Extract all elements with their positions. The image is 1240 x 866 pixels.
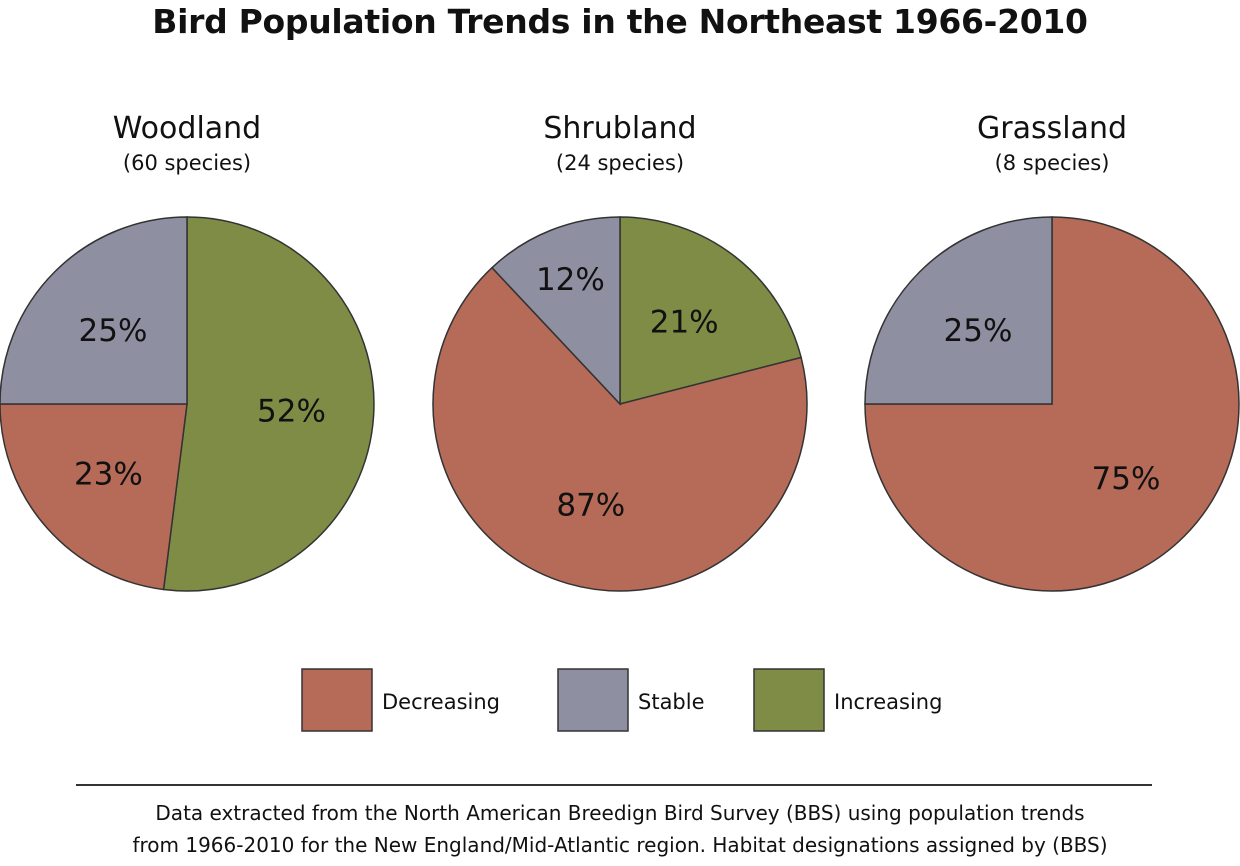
footnote-line-1: Data extracted from the North American B… [155, 801, 1085, 825]
slice-decreasing [432, 266, 808, 592]
slice-label-increasing: 21% [650, 304, 719, 340]
legend-swatch-stable [557, 668, 629, 732]
slice-increasing [619, 216, 803, 405]
slice-label-stable: 12% [536, 262, 605, 298]
footnote-divider [76, 784, 1152, 786]
legend-swatch-increasing [753, 668, 825, 732]
legend-label-stable: Stable [638, 690, 705, 714]
slice-label-stable: 25% [944, 313, 1013, 349]
pie-title: Woodland [113, 111, 261, 146]
chart-title: Bird Population Trends in the Northeast … [152, 2, 1088, 41]
pie-subtitle: (60 species) [123, 151, 251, 175]
slice-stable [864, 216, 1053, 405]
slice-label-decreasing: 75% [1092, 461, 1161, 497]
legend-label-increasing: Increasing [834, 690, 942, 714]
footnote: Data extracted from the North American B… [0, 797, 1240, 861]
pie-title: Grassland [977, 111, 1127, 146]
legend-swatch-decreasing [301, 668, 373, 732]
pie-shrubland: Shrubland (24 species) 21% 87% 12% [432, 111, 808, 592]
slice-label-decreasing: 23% [74, 456, 143, 492]
legend: Decreasing Stable Increasing [301, 668, 942, 732]
footnote-line-2: from 1966-2010 for the New England/Mid-A… [132, 833, 1108, 857]
slice-increasing [162, 216, 375, 592]
legend-label-decreasing: Decreasing [382, 690, 500, 714]
pie-title: Shrubland [543, 111, 696, 146]
pie-subtitle: (24 species) [556, 151, 684, 175]
slice-label-decreasing: 87% [556, 488, 625, 524]
pie-grassland: Grassland (8 species) 75% 25% [864, 111, 1240, 592]
slice-stable [490, 216, 621, 406]
slice-label-stable: 25% [79, 313, 148, 349]
pies-group: Woodland (60 species) 52% 23% 25% Shrubland (2… [0, 111, 1240, 592]
slice-label-increasing: 52% [257, 394, 326, 430]
slice-decreasing [0, 403, 188, 591]
slice-stable [0, 216, 188, 405]
pie-subtitle: (8 species) [995, 151, 1110, 175]
pie-woodland: Woodland (60 species) 52% 23% 25% [0, 111, 375, 592]
